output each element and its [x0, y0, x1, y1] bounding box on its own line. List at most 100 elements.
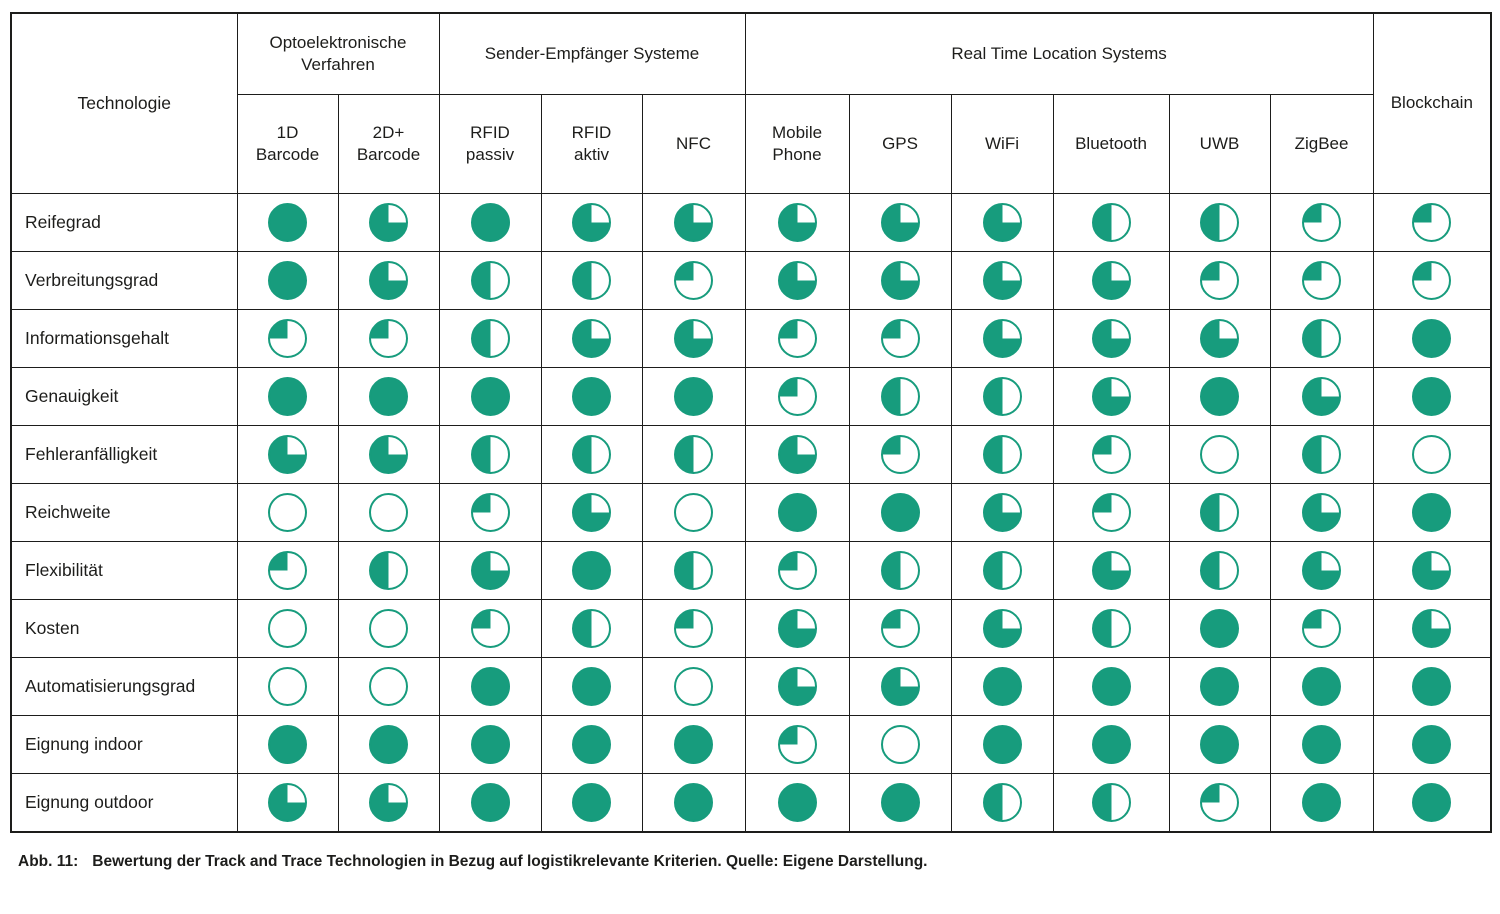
rating-cell — [1168, 599, 1271, 658]
rating-cell — [641, 715, 746, 774]
rating-cell — [540, 251, 643, 310]
harvey-ball-icon — [982, 609, 1022, 648]
rating-cell — [540, 425, 643, 484]
rating-cell — [744, 541, 850, 600]
harvey-ball-icon — [572, 667, 611, 706]
rating-cell — [1269, 193, 1374, 252]
rating-cell — [1269, 367, 1374, 426]
harvey-ball-icon — [982, 725, 1022, 764]
harvey-ball-icon — [1200, 725, 1240, 764]
harvey-ball-icon — [1412, 435, 1452, 474]
rating-cell — [1052, 541, 1170, 600]
harvey-ball-icon — [369, 667, 408, 706]
harvey-ball-icon — [1200, 609, 1240, 648]
harvey-ball-icon — [1091, 609, 1131, 648]
rating-cell — [641, 483, 746, 542]
harvey-ball-icon — [880, 551, 920, 590]
rating-cell — [1269, 483, 1374, 542]
harvey-ball-icon — [777, 782, 817, 822]
rating-cell — [236, 541, 339, 600]
harvey-ball-icon — [880, 667, 920, 706]
harvey-ball-icon — [1200, 435, 1240, 474]
harvey-ball-icon — [982, 261, 1022, 300]
column-header: GPS — [848, 94, 952, 194]
row-label: Eignung outdoor — [10, 773, 238, 832]
harvey-ball-icon — [369, 203, 408, 242]
row-label: Verbreitungsgrad — [10, 251, 238, 310]
table-row: Verbreitungsgrad — [10, 251, 1492, 310]
rating-cell — [1052, 599, 1170, 658]
rating-cell — [1372, 193, 1492, 252]
rating-cell — [1052, 193, 1170, 252]
rating-cell — [950, 715, 1054, 774]
harvey-ball-icon — [1412, 609, 1452, 648]
harvey-ball-icon — [674, 551, 713, 590]
rating-cell — [950, 599, 1054, 658]
rating-cell — [1052, 251, 1170, 310]
header-sub-row: 1D Barcode 2D+ Barcode RFID passiv RFID akt… — [11, 94, 1491, 194]
table-row: Flexibilität — [10, 541, 1492, 600]
harvey-ball-icon — [674, 609, 713, 648]
harvey-ball-icon — [369, 377, 408, 416]
rating-cell — [1269, 599, 1374, 658]
harvey-ball-icon — [1302, 435, 1342, 474]
table-header: Technologie Optoelektronische Verfahren Se… — [10, 12, 1492, 194]
rating-cell — [540, 193, 643, 252]
harvey-ball-icon — [880, 203, 920, 242]
column-header: 2D+ Barcode — [337, 94, 440, 194]
harvey-ball-icon — [1200, 551, 1240, 590]
column-header-blockchain: Blockchain — [1372, 12, 1492, 194]
harvey-ball-icon — [1091, 782, 1131, 822]
rating-cell — [1052, 425, 1170, 484]
rating-cell — [438, 251, 542, 310]
rating-cell — [1168, 193, 1271, 252]
corner-header-technologie: Technologie — [10, 12, 238, 194]
rating-cell — [848, 541, 952, 600]
table-row: Reifegrad — [10, 193, 1492, 252]
harvey-ball-icon — [470, 319, 510, 358]
harvey-ball-icon — [1091, 667, 1131, 706]
harvey-ball-icon — [470, 377, 510, 416]
harvey-ball-icon — [470, 609, 510, 648]
rating-cell — [1372, 599, 1492, 658]
harvey-ball-icon — [777, 667, 817, 706]
rating-cell — [641, 193, 746, 252]
rating-cell — [848, 367, 952, 426]
harvey-ball-icon — [1200, 782, 1240, 822]
harvey-ball-icon — [572, 609, 611, 648]
rating-cell — [950, 541, 1054, 600]
harvey-ball-icon — [470, 203, 510, 242]
rating-cell — [848, 773, 952, 832]
rating-cell — [1168, 309, 1271, 368]
rating-cell — [950, 251, 1054, 310]
harvey-ball-icon — [1091, 551, 1131, 590]
rating-cell — [1052, 367, 1170, 426]
rating-cell — [438, 193, 542, 252]
rating-cell — [337, 657, 440, 716]
rating-cell — [1052, 309, 1170, 368]
rating-cell — [1372, 773, 1492, 832]
row-label: Flexibilität — [10, 541, 238, 600]
harvey-ball-icon — [1302, 203, 1342, 242]
table-row: Reichweite — [10, 483, 1492, 542]
rating-cell — [1269, 541, 1374, 600]
row-label: Eignung indoor — [10, 715, 238, 774]
rating-cell — [950, 657, 1054, 716]
harvey-ball-icon — [470, 725, 510, 764]
harvey-ball-icon — [1200, 261, 1240, 300]
harvey-ball-icon — [982, 203, 1022, 242]
harvey-ball-icon — [777, 493, 817, 532]
harvey-ball-icon — [470, 667, 510, 706]
rating-cell — [641, 367, 746, 426]
rating-cell — [950, 309, 1054, 368]
harvey-ball-icon — [982, 377, 1022, 416]
rating-cell — [337, 367, 440, 426]
rating-cell — [1168, 657, 1271, 716]
table-row: Kosten — [10, 599, 1492, 658]
harvey-ball-icon — [880, 261, 920, 300]
harvey-ball-icon — [268, 261, 307, 300]
rating-cell — [540, 367, 643, 426]
rating-cell — [1168, 425, 1271, 484]
column-header: Mobile Phone — [744, 94, 850, 194]
harvey-ball-icon — [268, 725, 307, 764]
